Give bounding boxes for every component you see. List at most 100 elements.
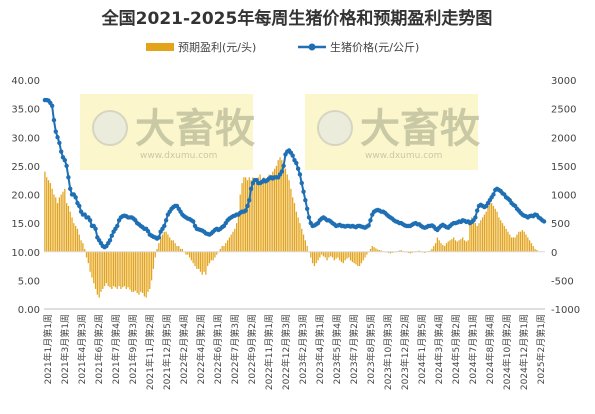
profit-bar [438,240,440,252]
profit-bar [174,243,176,252]
profit-bar [358,251,361,267]
legend-label-profit: 预期盈利(元/头) [178,41,256,54]
price-point [156,235,162,240]
profit-bar [87,251,89,264]
profit-bar [75,225,77,252]
profit-bar [313,251,316,267]
profit-bar [460,239,462,252]
y-right-tick-label: 1000 [551,191,576,202]
profit-bar [181,248,183,252]
profit-bar [270,177,272,252]
profit-bar [255,180,258,252]
profit-bar [507,231,509,252]
profit-bar [449,240,451,252]
profit-bar [82,243,84,252]
x-tick-label: 2021年4月第3周 [76,314,88,384]
legend-swatch-profit [146,43,174,51]
price-point [64,163,69,169]
profit-bar [73,223,75,252]
profit-bar [150,251,153,281]
x-tick-label: 2021年3月第1周 [59,314,71,384]
profit-bar [216,251,218,255]
profit-bar [94,251,97,289]
profit-bar [534,248,536,252]
x-tick-label: 2022年6月第1周 [212,314,224,384]
profit-bar [387,251,390,253]
profit-bars [44,157,538,298]
profit-bar [47,180,50,252]
profit-bar [500,220,502,252]
profit-bar [275,165,278,252]
profit-bar [465,241,467,252]
profit-bar [335,251,337,259]
y-left-tick-label: 35.00 [11,105,40,116]
profit-bar [440,243,442,252]
profit-bar [310,251,312,258]
profit-bar [286,174,288,252]
x-tick-label: 2021年7月第4周 [110,314,122,384]
price-point [243,208,248,213]
profit-bar [322,251,325,257]
x-tick-label: 2022年7月第3周 [229,314,241,384]
profit-bar [302,234,305,252]
profit-bar [492,205,495,252]
profit-bar [480,220,482,252]
profit-bar [192,251,194,264]
profit-bar [380,250,382,252]
profit-bar [123,251,126,287]
price-point [53,129,58,134]
profit-bar [266,177,269,252]
profit-bar [53,194,55,252]
profit-bar [250,180,252,252]
y-right-tick-label: 0 [551,248,557,259]
profit-bar [512,237,514,252]
profit-bar [103,251,106,287]
y-left-tick-label: 0.00 [18,305,40,316]
profit-bar [299,223,301,252]
profit-bar [505,228,507,252]
x-tick-label: 2021年11月第2周 [144,314,156,390]
profit-bar [254,183,256,252]
profit-bar [132,251,135,292]
profit-bar [429,250,431,252]
x-tick-label: 2022年11月第1周 [263,314,275,390]
profit-bar [485,211,487,252]
profit-bar [521,229,524,252]
profit-bar [532,246,534,252]
x-tick-label: 2025年2月第1周 [535,314,547,384]
price-point [109,233,115,238]
profit-bar [509,234,511,252]
watermark-name-1: 大畜牧 [135,106,256,152]
profit-bar [536,250,538,252]
watermark-url-2: www.dxumu.com [365,151,442,161]
price-point [474,208,480,213]
profit-bar [96,251,98,295]
y-left-tick-label: 15.00 [11,219,40,230]
profit-bar [523,231,525,252]
profit-bar [389,251,391,254]
profit-bar [225,243,227,252]
profit-bar [451,239,453,252]
profit-bar [510,237,513,252]
profit-bar [290,188,292,252]
profit-bar [134,251,136,291]
x-tick-label: 2022年12月第3周 [280,314,292,390]
profit-bar [116,251,118,289]
profit-bar [530,243,533,252]
profit-bar [462,237,464,252]
y-right-tick-label: 3000 [551,76,576,87]
profit-bar [179,248,182,252]
profit-bar [355,251,357,265]
profit-bar [125,251,127,289]
profit-bar [51,188,53,252]
profit-bar [210,251,212,261]
price-point [245,203,250,209]
profit-bar [320,251,323,255]
price-point [541,219,547,224]
profit-bar [339,251,341,261]
profit-bar [398,250,401,252]
profit-bar [391,251,393,253]
profit-bar [212,251,214,261]
profit-bar [257,177,259,252]
profit-bar [228,237,231,252]
